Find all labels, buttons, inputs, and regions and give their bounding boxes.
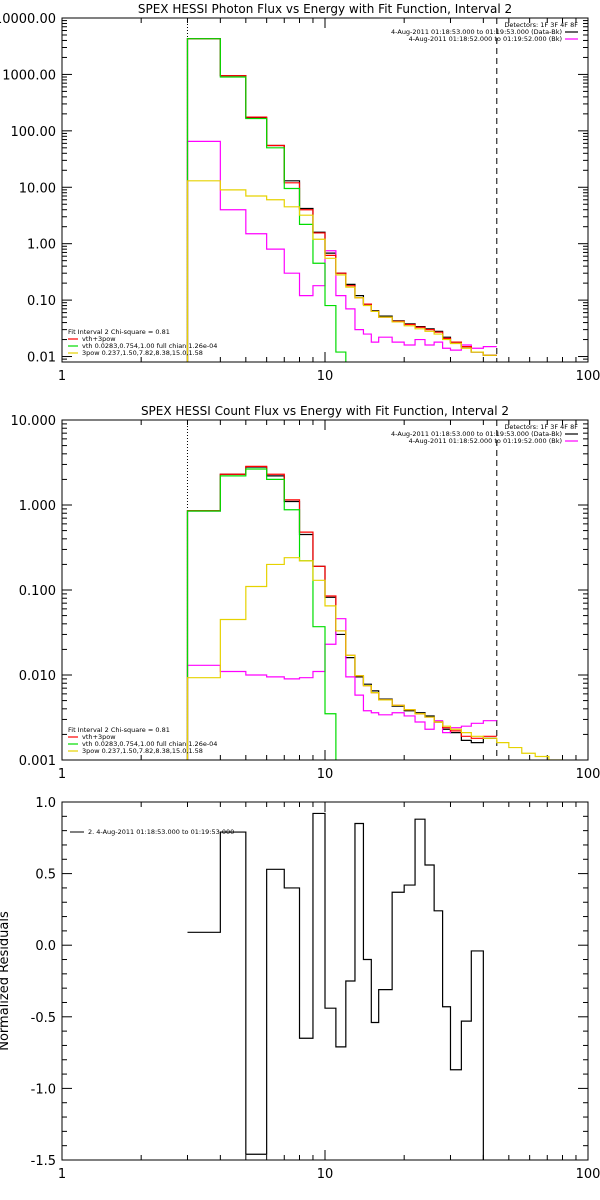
series-line-3	[186, 38, 497, 362]
plot-area	[186, 465, 563, 760]
series-line-5	[186, 180, 497, 362]
series-line-2	[186, 618, 497, 760]
x-tick-label: 100	[576, 767, 600, 782]
y-tick-label: -1.5	[31, 1154, 56, 1169]
x-tick-label: 100	[576, 1167, 600, 1182]
y-tick-label: 0.001	[19, 754, 56, 769]
legend-left-text: vth+3pow	[82, 335, 116, 343]
chart-title: SPEX HESSI Photon Flux vs Energy with Fi…	[138, 2, 512, 16]
plot-area	[187, 812, 484, 1160]
series-line-1	[186, 466, 497, 760]
chart-title: SPEX HESSI Count Flux vs Energy with Fit…	[141, 404, 509, 418]
chart-1: SPEX HESSI Photon Flux vs Energy with Fi…	[0, 2, 600, 384]
y-tick-label: 100.00	[11, 125, 57, 140]
legend-right-text: Detectors: 1F 3F 4F 8F	[504, 423, 578, 431]
plot-frame	[61, 801, 589, 1161]
series-line-5	[186, 557, 563, 760]
legend-right-text: 4-Aug-2011 01:18:53.000 to 01:19:53.000 …	[391, 28, 562, 36]
legend-right-text: 4-Aug-2011 01:18:53.000 to 01:19:53.000 …	[391, 430, 562, 438]
y-tick-label: -0.5	[31, 1011, 56, 1026]
y-tick-label: 0.5	[35, 868, 56, 883]
legend-left-text: 3pow 0.237,1.50,7.82,8.38,15.0,1.58	[82, 747, 203, 755]
y-tick-label: 0.10	[27, 294, 56, 309]
legend-right-text: 4-Aug-2011 01:18:52.000 to 01:19:52.000 …	[409, 35, 562, 43]
x-tick-label: 100	[576, 369, 600, 384]
legend-left-text: Fit Interval 2 Chi-square = 0.81	[68, 726, 170, 734]
y-tick-label: 0.100	[19, 584, 56, 599]
series-line-4	[186, 468, 337, 760]
legend-left-text: 2. 4-Aug-2011 01:18:53.000 to 01:19:53.0…	[88, 828, 234, 836]
legend-left-text: Fit Interval 2 Chi-square = 0.81	[68, 328, 170, 336]
x-tick-label: 10	[317, 1167, 334, 1182]
y-tick-label: 10.00	[19, 181, 56, 196]
series-line-2	[186, 140, 497, 362]
series-line-1	[187, 812, 484, 1160]
x-tick-label: 10	[317, 767, 334, 782]
plot-frame	[61, 419, 589, 761]
legend-right-text: Detectors: 1F 3F 4F 8F	[504, 21, 578, 29]
x-tick-label: 1	[58, 369, 66, 384]
series-line-1	[186, 38, 497, 362]
y-tick-label: 10.000	[11, 414, 57, 429]
legend-left-text: 3pow 0.237,1.50,7.82,8.38,15.0,1.58	[82, 349, 203, 357]
x-tick-label: 10	[317, 369, 334, 384]
plot-frame	[61, 17, 589, 363]
x-tick-label: 1	[58, 1167, 66, 1182]
y-axis-label: Normalized Residuals	[0, 911, 12, 1051]
y-tick-label: 0.0	[35, 939, 56, 954]
plot-area	[186, 38, 497, 362]
y-tick-label: 1.000	[19, 499, 56, 514]
chart-2: SPEX HESSI Count Flux vs Energy with Fit…	[11, 404, 600, 782]
chart-3: 1 10 100 -1.5 -1.0 -0.5 0.0 0.5 1.0 Normalized Re…	[0, 796, 600, 1182]
y-tick-label: 1.0	[35, 796, 56, 811]
x-tick-label: 1	[58, 767, 66, 782]
y-tick-label: -1.0	[31, 1082, 56, 1097]
legend-left-text: vth+3pow	[82, 733, 116, 741]
legend-left-text: vth 0.0283,0.754,1.00 full chian 1.26e-0…	[82, 740, 217, 748]
y-tick-label: 0.010	[19, 669, 56, 684]
legend-left-text: vth 0.0283,0.754,1.00 full chian 1.26e-0…	[82, 342, 217, 350]
series-line-4	[186, 38, 347, 362]
legend-right-text: 4-Aug-2011 01:18:52.000 to 01:19:52.000 …	[409, 437, 562, 445]
y-tick-label: 0.01	[27, 351, 56, 366]
y-tick-label: 10000.00	[0, 12, 56, 27]
y-tick-label: 1.00	[27, 238, 56, 253]
y-tick-label: 1000.00	[2, 68, 56, 83]
series-line-3	[186, 465, 497, 760]
